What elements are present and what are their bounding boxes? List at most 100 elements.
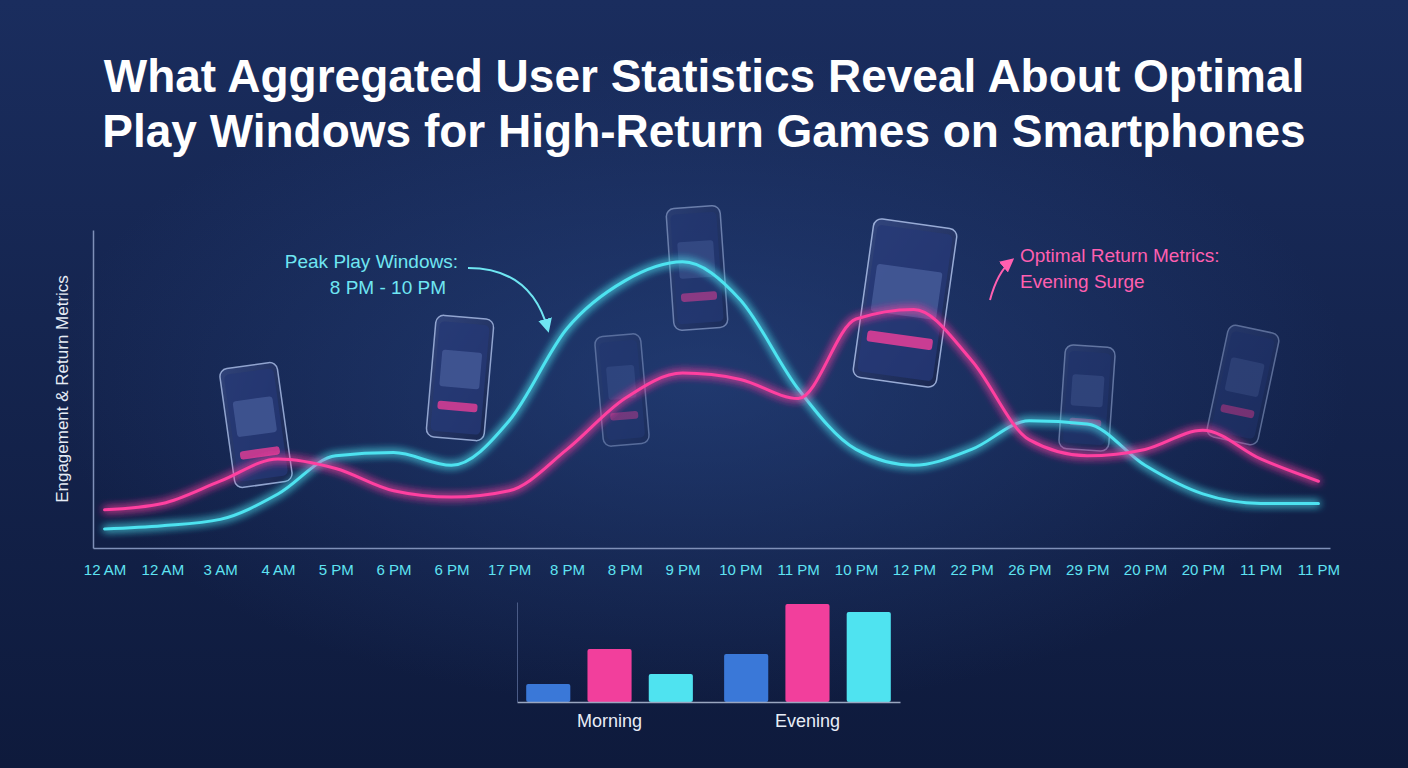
- x-tick-label: 8 PM: [550, 561, 585, 578]
- annotation-arrow: [990, 260, 1012, 300]
- phone-body: [852, 218, 957, 388]
- annotation-arrow: [468, 268, 548, 330]
- x-tick: Evening: [775, 711, 840, 731]
- chart-canvas: What Aggregated User Statistics Reveal A…: [0, 0, 1408, 768]
- phone-body: [219, 362, 293, 489]
- x-tick-label: 17 PM: [488, 561, 531, 578]
- x-tick: 3 AM: [204, 561, 238, 578]
- x-tick: 8 PM: [608, 561, 643, 578]
- phone-card: [1070, 374, 1104, 407]
- y-axis: [93, 231, 94, 549]
- annotation: Evening Surge: [1020, 271, 1145, 292]
- x-tick: 5 PM: [319, 561, 354, 578]
- x-axis-line: [94, 548, 1331, 550]
- phone-body: [1206, 324, 1281, 446]
- x-tick-label: 12 AM: [142, 561, 185, 578]
- x-tick-label: 22 PM: [950, 561, 993, 578]
- x-tick-label: 12 PM: [893, 561, 936, 578]
- phone-button: [437, 401, 478, 413]
- y-axis-line: [517, 603, 518, 703]
- annotation: Peak Play Windows:: [285, 251, 458, 272]
- bar: [847, 612, 891, 702]
- x-tick-label: 20 PM: [1182, 561, 1225, 578]
- x-tick: 6 PM: [377, 561, 412, 578]
- x-tick: 26 PM: [1008, 561, 1051, 578]
- x-tick: 8 PM: [550, 561, 585, 578]
- phone-body: [1058, 344, 1115, 451]
- x-tick: 12 PM: [893, 561, 936, 578]
- x-tick-label: 9 PM: [666, 561, 701, 578]
- phone-illustration: [426, 315, 494, 442]
- x-tick: 11 PM: [778, 561, 820, 578]
- x-tick-label: 20 PM: [1124, 561, 1167, 578]
- phone-illustration: [1058, 344, 1115, 451]
- phone-body: [594, 333, 649, 447]
- bar: [526, 684, 570, 702]
- phone-card: [233, 396, 278, 437]
- background-glow: [50, 50, 1350, 710]
- x-tick: 12 AM: [142, 561, 185, 578]
- phone-button: [681, 291, 718, 302]
- phone-card: [439, 350, 482, 390]
- phone-body: [666, 205, 728, 330]
- x-tick-label: 29 PM: [1066, 561, 1109, 578]
- line-series: [105, 310, 1319, 510]
- bar: [785, 604, 829, 702]
- x-tick-label: 12 AM: [84, 561, 127, 578]
- phone-illustration: [594, 333, 649, 447]
- x-tick: 10 PM: [835, 561, 878, 578]
- phone-illustration: [666, 205, 728, 330]
- y-axis-title: Engagement & Return Metrics: [53, 275, 72, 503]
- line-series: [105, 262, 1319, 529]
- x-tick: 11 PM: [1298, 561, 1340, 578]
- x-tick: 29 PM: [1066, 561, 1109, 578]
- x-tick-label: Morning: [577, 711, 642, 731]
- x-axis: Morning Evening: [518, 703, 901, 731]
- background: [0, 0, 1408, 768]
- phone-button: [1220, 404, 1255, 419]
- x-tick-label: 8 PM: [608, 561, 643, 578]
- x-tick: 11 PM: [1240, 561, 1282, 578]
- title-line: Play Windows for High-Return Games on Sm…: [102, 105, 1305, 157]
- phone-illustration: [1206, 324, 1281, 446]
- x-tick: 6 PM: [434, 561, 469, 578]
- x-tick-label: 5 PM: [319, 561, 354, 578]
- phone-illustration: [852, 218, 957, 388]
- phone-button: [610, 411, 639, 421]
- x-tick-label: 10 PM: [719, 561, 762, 578]
- x-tick: 9 PM: [666, 561, 701, 578]
- annotation: Optimal Return Metrics:: [1020, 245, 1220, 266]
- bar: [649, 674, 693, 702]
- x-tick: Morning: [577, 711, 642, 731]
- x-tick: 20 PM: [1182, 561, 1225, 578]
- x-tick: 12 AM: [84, 561, 127, 578]
- phone-screen: [857, 224, 953, 381]
- x-tick-label: 6 PM: [377, 561, 412, 578]
- x-tick-label: 10 PM: [835, 561, 878, 578]
- x-tick-label: 26 PM: [1008, 561, 1051, 578]
- x-tick-label: Evening: [775, 711, 840, 731]
- x-tick-label: 11 PM: [1298, 561, 1340, 578]
- y-axis-line: [93, 231, 95, 549]
- x-axis: 12 AM 12 AM 3 AM 4 AM 5 PM 6 PM 6 PM 17 PM 8 PM 8…: [84, 549, 1340, 578]
- x-tick-label: 4 AM: [261, 561, 295, 578]
- phone-screen: [430, 321, 489, 435]
- phone-screen: [670, 212, 724, 325]
- bar: [587, 649, 631, 702]
- phone-button: [866, 330, 933, 350]
- annotation: 8 PM - 10 PM: [330, 277, 446, 298]
- x-tick: 17 PM: [488, 561, 531, 578]
- phone-body: [426, 315, 494, 442]
- x-tick: 4 AM: [261, 561, 295, 578]
- x-axis-line: [518, 702, 901, 704]
- x-tick: 10 PM: [719, 561, 762, 578]
- title-line: What Aggregated User Statistics Reveal A…: [104, 50, 1305, 102]
- x-tick-label: 3 AM: [204, 561, 238, 578]
- x-tick: 20 PM: [1124, 561, 1167, 578]
- plot-area: [105, 262, 1319, 529]
- x-tick: 22 PM: [950, 561, 993, 578]
- y-axis: [517, 603, 518, 703]
- chart-title: What Aggregated User Statistics Reveal A…: [102, 50, 1305, 157]
- phone-illustration: [219, 362, 293, 489]
- plot-area: [526, 604, 891, 702]
